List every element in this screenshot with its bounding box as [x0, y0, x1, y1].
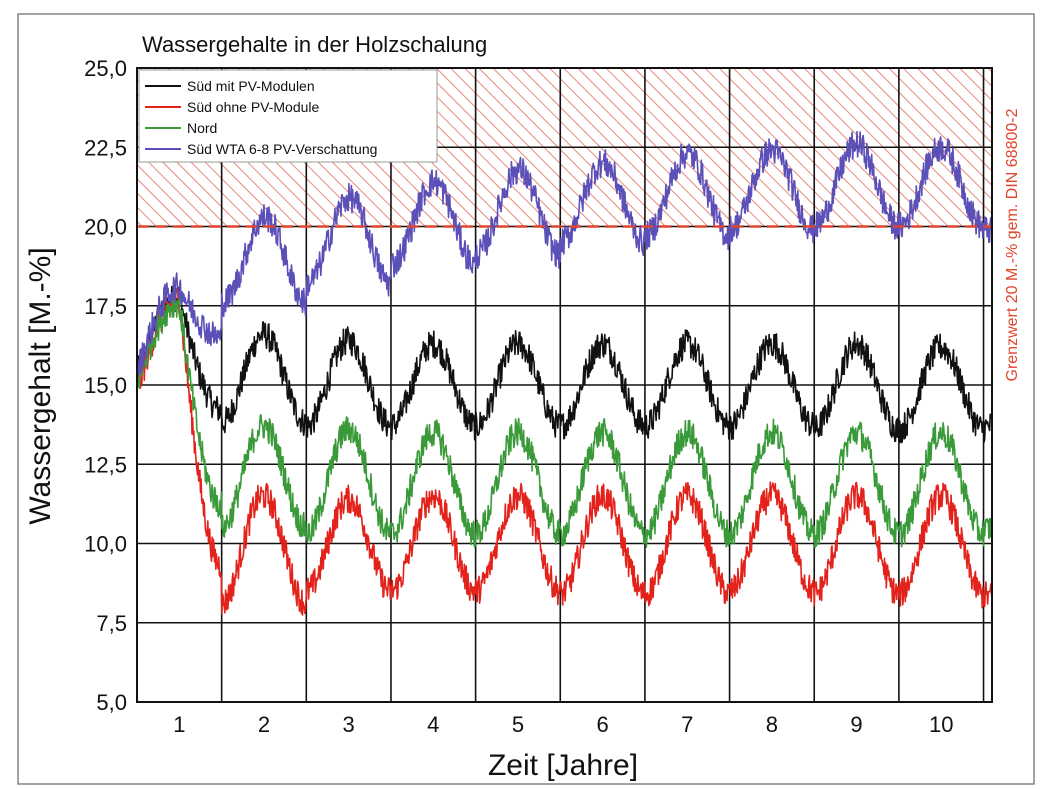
plot-area-frame — [136, 67, 993, 703]
legend-label-3: Süd WTA 6-8 PV-Verschattung — [187, 141, 377, 157]
x-tick-label-1: 2 — [258, 712, 270, 737]
y-tick-label-8: 25,0 — [84, 56, 127, 81]
y-tick-label-2: 10,0 — [84, 532, 127, 557]
series-line-1 — [136, 287, 993, 616]
y-tick-label-7: 22,5 — [84, 135, 127, 160]
y-tick-label-0: 5,0 — [96, 690, 127, 715]
series-line-3 — [136, 130, 993, 383]
legend-label-2: Nord — [187, 120, 217, 136]
legend-label-0: Süd mit PV-Modulen — [187, 78, 315, 94]
x-tick-label-3: 4 — [427, 712, 439, 737]
x-tick-label-6: 7 — [681, 712, 693, 737]
x-axis-title: Zeit [Jahre] — [488, 749, 638, 782]
x-tick-label-0: 1 — [173, 712, 185, 737]
y-tick-label-5: 17,5 — [84, 294, 127, 319]
x-tick-label-5: 6 — [596, 712, 608, 737]
x-tick-label-9: 10 — [929, 712, 953, 737]
x-tick-label-8: 9 — [850, 712, 862, 737]
y-tick-label-6: 20,0 — [84, 215, 127, 240]
series-line-2 — [136, 291, 993, 549]
limit-label: Grenzwert 20 M.-% gem. DIN 68800-2 — [1004, 108, 1021, 381]
y-tick-label-4: 15,0 — [84, 373, 127, 398]
x-tick-label-7: 8 — [766, 712, 778, 737]
y-tick-label-3: 12,5 — [84, 452, 127, 477]
legend-box — [138, 69, 438, 163]
x-tick-label-4: 5 — [512, 712, 524, 737]
legend-label-1: Süd ohne PV-Module — [187, 99, 320, 115]
y-tick-label-1: 7,5 — [96, 611, 127, 636]
chart-title: Wassergehalte in der Holzschalung — [142, 32, 487, 57]
series-line-0 — [136, 285, 993, 444]
y-axis-title: Wassergehalt [M.-%] — [24, 247, 57, 524]
x-tick-label-2: 3 — [343, 712, 355, 737]
